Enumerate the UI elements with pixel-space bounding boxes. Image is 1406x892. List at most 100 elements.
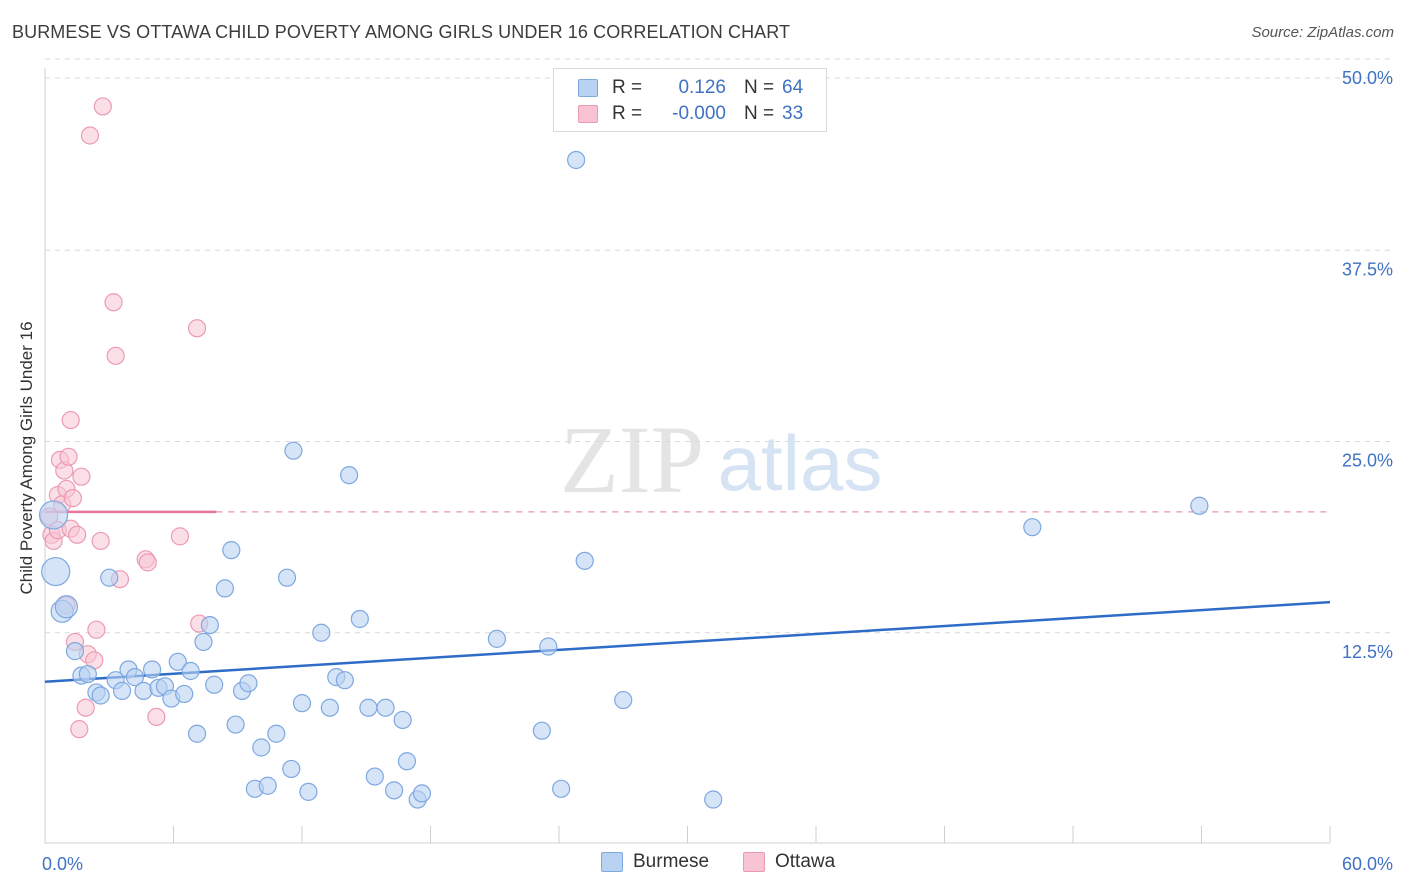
ottawa-point [80, 126, 100, 145]
ottawa-point [68, 525, 87, 544]
y-tick-label: 12.5% [1342, 642, 1393, 662]
burmese-point [350, 609, 369, 629]
burmese-trend-line [44, 600, 1331, 683]
series-legend: Burmese Ottawa [0, 851, 1406, 877]
burmese-point [365, 767, 384, 786]
ottawa-point [104, 293, 123, 312]
burmese-point [284, 441, 303, 460]
burmese-point [376, 698, 395, 717]
burmese-point [1023, 518, 1042, 537]
burmese-point [168, 652, 187, 671]
burmese-point [100, 568, 119, 587]
burmese-point [181, 661, 200, 681]
burmese-point [215, 579, 234, 598]
legend-label-burmese: Burmese [633, 851, 710, 872]
ottawa-point [170, 527, 190, 546]
ottawa-swatch [578, 105, 598, 123]
ottawa-point [138, 553, 157, 572]
y-axis-label: Child Poverty Among Girls Under 16 [17, 321, 36, 594]
legend-label-ottawa: Ottawa [775, 851, 836, 872]
r-value-ottawa: -0.000 [672, 103, 726, 124]
burmese-point [340, 466, 359, 485]
legend-item-burmese[interactable]: Burmese [601, 851, 709, 873]
ottawa-point [63, 489, 82, 508]
burmese-point [239, 674, 258, 693]
ottawa-point [76, 698, 95, 717]
ottawa-point [70, 720, 89, 739]
burmese-point [312, 623, 331, 642]
burmese-point [412, 784, 432, 803]
ottawa-point [59, 447, 78, 466]
burmese-point [175, 684, 194, 704]
burmese-point [142, 660, 162, 679]
burmese-point [539, 637, 558, 656]
burmese-point [552, 779, 571, 798]
burmese-point [252, 738, 271, 757]
burmese-point [704, 790, 723, 809]
burmese-point [187, 724, 207, 743]
burmese-point [78, 664, 97, 684]
ottawa-point [106, 346, 125, 365]
legend-row-ottawa: R = -0.000 N = 33 [578, 102, 803, 126]
burmese-point [38, 500, 69, 530]
burmese-point [532, 721, 551, 740]
y-tick-label: 50.0% [1342, 68, 1393, 88]
watermark-atlas: atlas [718, 419, 883, 507]
r-label: R = [612, 103, 643, 124]
burmese-point [65, 642, 85, 661]
burmese-point [487, 629, 506, 648]
burmese-legend-swatch [601, 852, 623, 872]
burmese-point [320, 698, 339, 717]
burmese-point [575, 551, 594, 570]
legend-row-burmese: R = 0.126 N = 64 [578, 76, 803, 100]
burmese-point [282, 759, 301, 779]
ottawa-point [87, 620, 106, 639]
burmese-point [299, 782, 318, 801]
burmese-point [397, 752, 417, 771]
burmese-point [91, 686, 110, 705]
burmese-point [393, 710, 412, 730]
y-tick-label: 37.5% [1342, 259, 1393, 279]
burmese-point [54, 595, 79, 619]
burmese-point [277, 568, 297, 587]
burmese-point [384, 781, 404, 800]
ottawa-point [72, 467, 91, 486]
burmese-point [359, 698, 378, 717]
watermark-zip: ZIP [560, 406, 704, 513]
ottawa-point [61, 410, 80, 430]
y-tick-label: 25.0% [1342, 451, 1393, 471]
burmese-point [335, 671, 354, 690]
burmese-point [205, 675, 224, 694]
n-label: N = [744, 103, 775, 124]
burmese-point [125, 668, 145, 687]
source-credit: Source: ZipAtlas.com [1251, 24, 1394, 41]
stats-legend: R = 0.126 N = 64 R = -0.000 N = 33 [553, 68, 827, 132]
burmese-point [112, 681, 132, 700]
burmese-point [1190, 496, 1209, 515]
tick-label-layer: 12.5% 25.0% 37.5% 50.0% 0.0% 60.0% [42, 68, 1393, 874]
burmese-point [292, 694, 312, 713]
burmese-point [567, 150, 586, 170]
burmese-point [267, 724, 286, 743]
grid-layer [45, 58, 1392, 634]
burmese-points [38, 150, 1209, 809]
axis-layer [44, 68, 1331, 844]
legend-item-ottawa[interactable]: Ottawa [743, 851, 835, 873]
burmese-swatch [578, 79, 598, 97]
burmese-point [194, 632, 213, 652]
ottawa-point [147, 707, 166, 727]
x-tick-label-min: 0.0% [42, 854, 83, 874]
burmese-point [222, 541, 241, 560]
watermark: ZIP atlas [560, 406, 882, 513]
ottawa-point [91, 531, 110, 551]
burmese-point [258, 776, 277, 795]
burmese-point [134, 681, 153, 700]
r-label: R = [612, 77, 643, 98]
n-value-burmese: 64 [782, 77, 804, 98]
ottawa-legend-swatch [743, 852, 765, 872]
ottawa-points [40, 97, 209, 739]
x-tick-label-max: 60.0% [1342, 854, 1393, 874]
ottawa-point [187, 319, 207, 338]
burmese-point [614, 690, 633, 710]
